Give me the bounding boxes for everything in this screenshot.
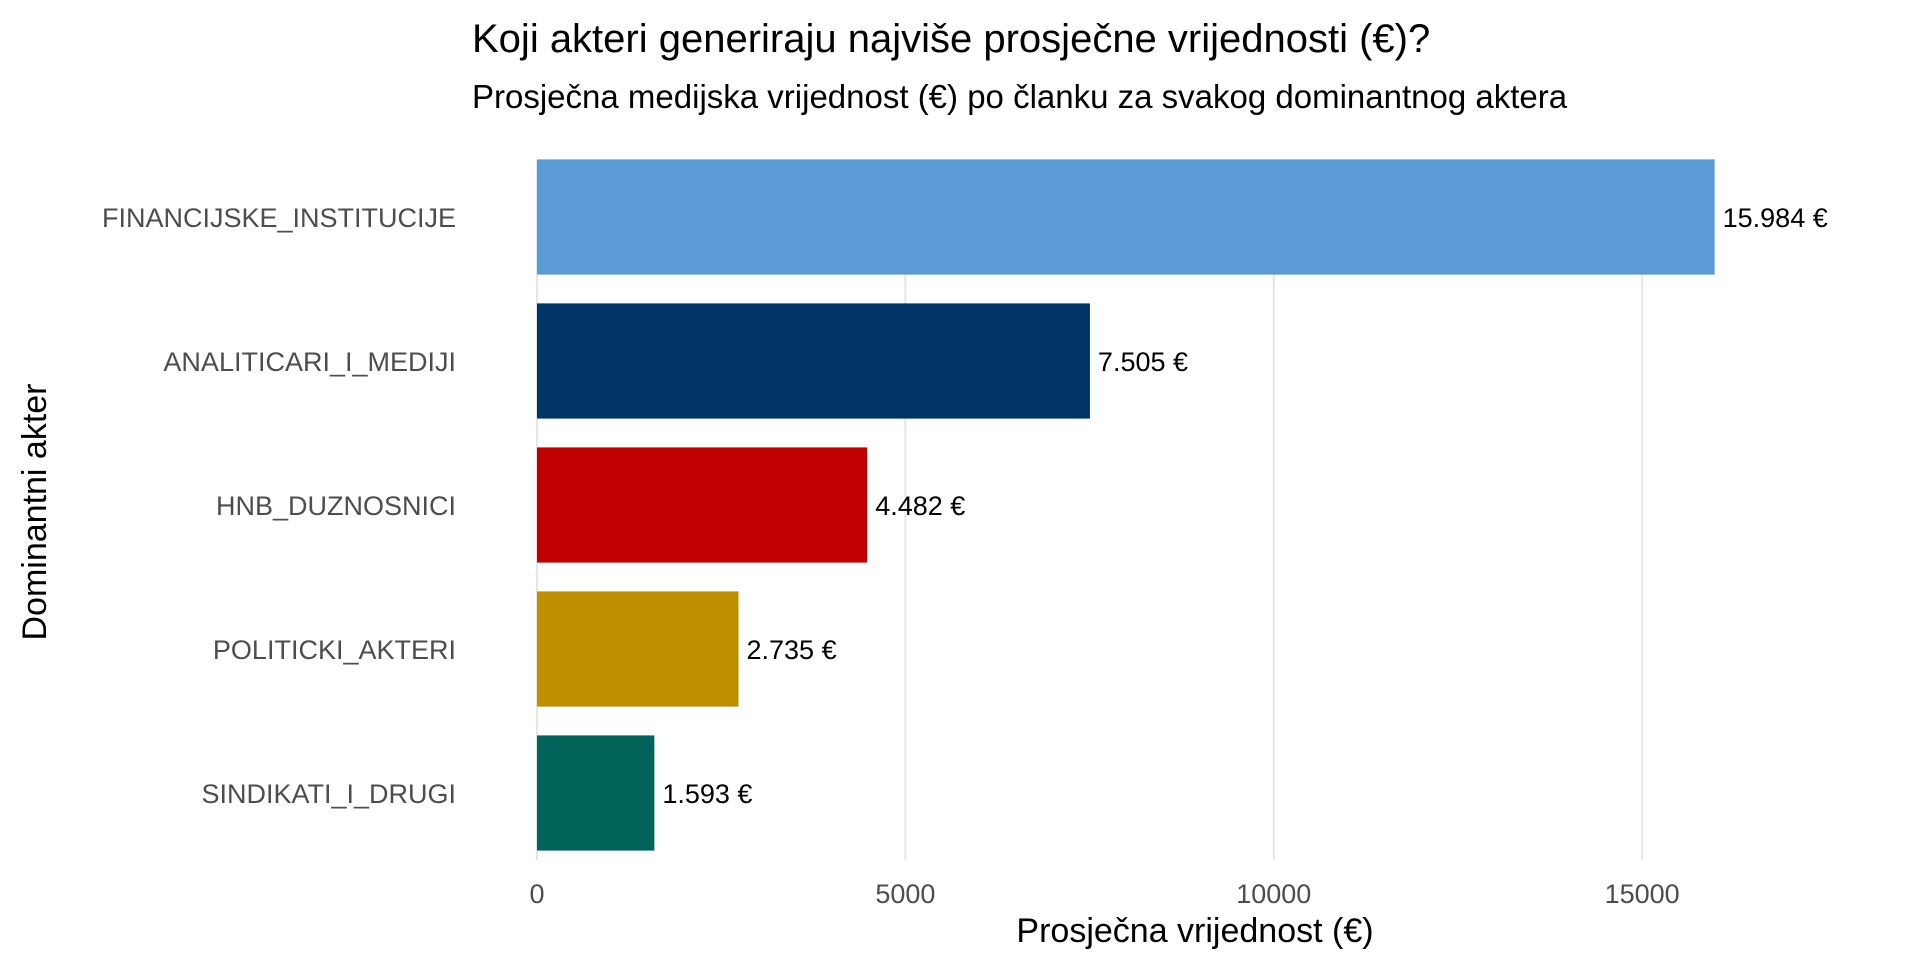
x-tick-label: 0: [529, 879, 544, 909]
category-label: FINANCIJSKE_INSTITUCIJE: [102, 203, 456, 233]
bar: [537, 303, 1090, 419]
x-axis-title: Prosječna vrijednost (€): [1016, 912, 1373, 950]
category-label: ANALITICARI_I_MEDIJI: [163, 347, 456, 377]
x-tick-label: 10000: [1236, 879, 1311, 909]
bar: [537, 591, 739, 707]
data-label: 7.505 €: [1098, 347, 1188, 377]
data-label: 4.482 €: [875, 491, 965, 521]
x-axis-ticks: 0 5000 10000 15000: [529, 879, 1679, 909]
category-labels: FINANCIJSKE_INSTITUCIJE ANALITICARI_I_MED…: [102, 203, 456, 809]
bars: 15.984 € 7.505 € 4.482 € 2.735 € 1.593 €: [537, 159, 1828, 851]
bar: [537, 447, 868, 563]
data-label: 15.984 €: [1723, 203, 1828, 233]
data-label: 1.593 €: [662, 779, 752, 809]
bar: [537, 159, 1715, 275]
x-tick-label: 5000: [875, 879, 935, 909]
data-label: 2.735 €: [747, 635, 837, 665]
x-tick-label: 15000: [1605, 879, 1680, 909]
category-label: POLITICKI_AKTERI: [213, 635, 456, 665]
category-label: HNB_DUZNOSNICI: [216, 491, 456, 521]
category-label: SINDIKATI_I_DRUGI: [201, 779, 456, 809]
chart-subtitle: Prosječna medijska vrijednost (€) po čla…: [472, 78, 1568, 115]
bar: [537, 735, 655, 851]
y-axis-title: Dominantni akter: [16, 383, 54, 640]
chart-title: Koji akteri generiraju najviše prosječne…: [472, 17, 1430, 61]
